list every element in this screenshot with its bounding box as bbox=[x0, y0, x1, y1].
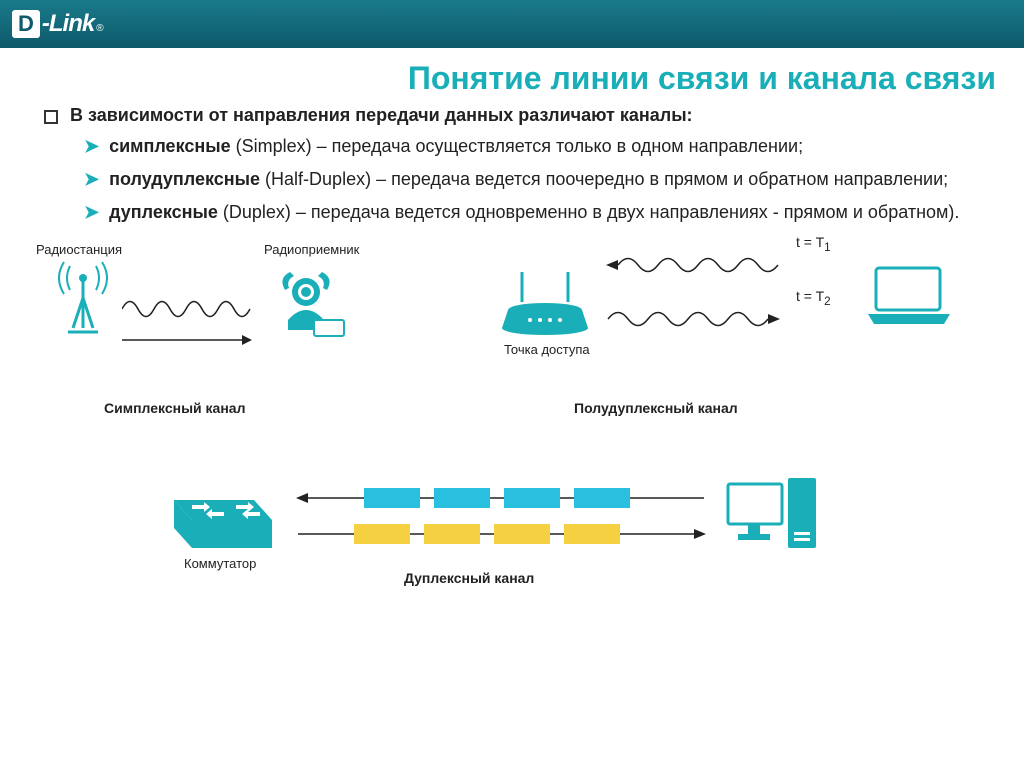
switch-icon bbox=[164, 480, 274, 552]
list-item: ➤ полудуплексные (Half-Duplex) – передач… bbox=[84, 167, 980, 192]
arrow-bullet-icon: ➤ bbox=[84, 134, 99, 159]
duplex-caption: Дуплексный канал bbox=[404, 570, 534, 586]
pc-icon bbox=[724, 470, 824, 560]
halfduplex-caption: Полудуплексный канал bbox=[574, 400, 738, 416]
switch-label: Коммутатор bbox=[184, 556, 256, 571]
logo-d: D bbox=[12, 10, 40, 38]
duplex-packets bbox=[294, 482, 714, 554]
page-title: Понятие линии связи и канала связи bbox=[0, 48, 1024, 105]
list-item-text: полудуплексные (Half-Duplex) – передача … bbox=[109, 167, 980, 191]
halfduplex-wave-bottom bbox=[604, 306, 784, 332]
t1-label: t = T1 bbox=[796, 234, 831, 254]
intro-text: В зависимости от направления передачи да… bbox=[70, 105, 980, 126]
simplex-wave bbox=[122, 294, 252, 324]
intro-row: В зависимости от направления передачи да… bbox=[44, 105, 980, 126]
logo-registered: ® bbox=[96, 23, 103, 34]
access-point-icon bbox=[500, 272, 590, 342]
receiver-label: Радиоприемник bbox=[264, 242, 359, 257]
simplex-caption: Симплексный канал bbox=[104, 400, 245, 416]
diagrams-area: Радиостанция Радиоприемник Симплексны bbox=[44, 234, 980, 644]
arrow-bullet-icon: ➤ bbox=[84, 200, 99, 225]
header-bar: D -Link ® bbox=[0, 0, 1024, 48]
list-item-text: симплексные (Simplex) – передача осущест… bbox=[109, 134, 980, 158]
radiostation-label: Радиостанция bbox=[36, 242, 122, 257]
laptop-icon bbox=[864, 264, 954, 330]
ap-label: Точка доступа bbox=[504, 342, 590, 357]
list-item-text: дуплексные (Duplex) – передача ведется о… bbox=[109, 200, 980, 224]
content-block: В зависимости от направления передачи да… bbox=[0, 105, 1024, 644]
t2-label: t = T2 bbox=[796, 288, 831, 308]
receiver-icon bbox=[276, 264, 348, 350]
antenna-icon bbox=[58, 258, 108, 338]
logo: D -Link ® bbox=[12, 10, 104, 38]
arrow-bullet-icon: ➤ bbox=[84, 167, 99, 192]
simplex-arrow-icon bbox=[122, 332, 252, 348]
halfduplex-wave-top bbox=[604, 252, 784, 278]
logo-link: -Link bbox=[42, 10, 94, 38]
square-bullet-icon bbox=[44, 110, 58, 124]
list-item: ➤ дуплексные (Duplex) – передача ведется… bbox=[84, 200, 980, 225]
list-item: ➤ симплексные (Simplex) – передача осуще… bbox=[84, 134, 980, 159]
channel-list: ➤ симплексные (Simplex) – передача осуще… bbox=[84, 134, 980, 226]
